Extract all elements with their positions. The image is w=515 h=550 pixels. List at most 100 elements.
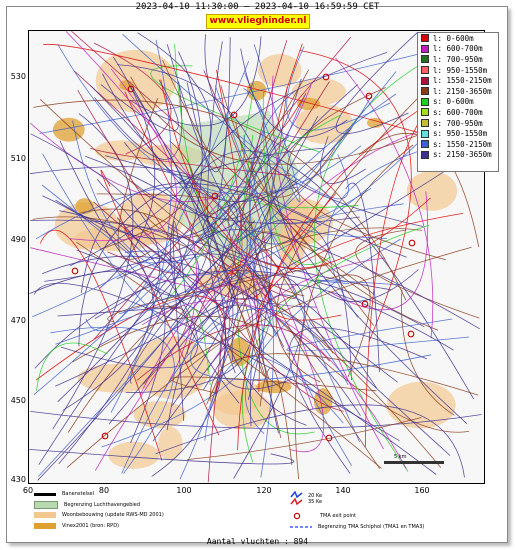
flight-track bbox=[244, 44, 301, 203]
flight-track bbox=[57, 78, 302, 402]
map-canvas bbox=[29, 31, 484, 483]
flight-track bbox=[345, 182, 380, 373]
legend-swatch bbox=[421, 76, 429, 85]
flight-track bbox=[44, 127, 352, 282]
flight-track bbox=[301, 203, 404, 239]
flight-track bbox=[231, 283, 454, 361]
flight-track bbox=[276, 281, 325, 453]
legend-swatch bbox=[421, 129, 429, 138]
flight-track bbox=[165, 83, 255, 302]
y-tick-490: 490 bbox=[10, 235, 26, 244]
flight-track bbox=[401, 289, 455, 416]
housing-area bbox=[406, 171, 458, 211]
housing-area bbox=[258, 54, 302, 88]
housing-area bbox=[118, 192, 184, 245]
flight-track bbox=[105, 155, 252, 188]
key-noise-35-label: 35 Ke bbox=[308, 499, 323, 505]
flight-track bbox=[100, 140, 194, 250]
flight-track bbox=[38, 71, 397, 477]
site-badge[interactable]: www.vlieghinder.nl bbox=[206, 14, 310, 29]
flight-track bbox=[30, 219, 200, 328]
flight-track bbox=[55, 150, 477, 387]
flight-track bbox=[287, 87, 446, 261]
tma-exit-point bbox=[230, 111, 238, 119]
flight-track bbox=[93, 36, 352, 340]
flight-track bbox=[262, 90, 332, 266]
flight-track bbox=[249, 93, 397, 283]
housing-area bbox=[95, 140, 147, 161]
flight-track bbox=[41, 184, 142, 265]
x-tick-140: 140 bbox=[335, 486, 351, 495]
flight-track bbox=[94, 250, 171, 319]
y-tick-450: 450 bbox=[10, 396, 26, 405]
legend-label: l: 1550-2150m bbox=[433, 76, 492, 86]
legend-item: l: 600-700m bbox=[418, 44, 498, 55]
legend-item: l: 2150-3650m bbox=[418, 86, 498, 97]
flight-track bbox=[52, 113, 134, 430]
legend-label: l: 600-700m bbox=[433, 44, 483, 54]
flight-track bbox=[77, 90, 344, 412]
flight-track-map[interactable] bbox=[28, 30, 485, 484]
flight-track bbox=[286, 46, 391, 131]
flight-track bbox=[266, 136, 468, 424]
flight-track bbox=[35, 186, 274, 478]
legend-item: l: 0-600m bbox=[418, 33, 498, 44]
flight-track bbox=[172, 221, 186, 421]
scale-bar-line bbox=[384, 461, 444, 464]
tma-exit-icon bbox=[293, 512, 301, 520]
flight-track bbox=[58, 51, 203, 465]
x-tick-80: 80 bbox=[98, 486, 110, 495]
flight-track bbox=[187, 417, 422, 460]
x-tick-60: 60 bbox=[22, 486, 34, 495]
legend-item: s: 1550-2150m bbox=[418, 139, 498, 150]
vinex-area bbox=[296, 97, 321, 110]
flight-track bbox=[259, 367, 293, 465]
flight-track bbox=[327, 139, 461, 318]
legend-label: s: 950-1550m bbox=[433, 129, 488, 139]
flight-track bbox=[163, 218, 352, 381]
flight-track bbox=[33, 88, 265, 396]
flight-track bbox=[244, 115, 359, 209]
flight-track bbox=[30, 85, 312, 202]
tma-exit-point bbox=[361, 300, 369, 308]
housing-area bbox=[108, 441, 160, 469]
key-runway-label: Banenstelsel bbox=[62, 491, 95, 497]
flight-track bbox=[71, 31, 330, 254]
legend-item: s: 0-600m bbox=[418, 97, 498, 108]
flight-track bbox=[219, 115, 319, 390]
flight-track bbox=[98, 274, 305, 479]
flight-track bbox=[222, 84, 358, 308]
flight-track bbox=[139, 284, 259, 396]
key-noise-20-label: 20 Ke bbox=[308, 493, 323, 499]
flight-track bbox=[241, 224, 430, 463]
flight-track bbox=[270, 94, 372, 225]
airport-swatch bbox=[34, 501, 58, 509]
legend-swatch bbox=[421, 119, 429, 128]
flight-track bbox=[80, 182, 322, 293]
flight-track bbox=[42, 153, 232, 344]
flight-track bbox=[187, 175, 234, 334]
flight-track bbox=[313, 45, 454, 472]
flight-track bbox=[57, 43, 362, 195]
flight-track bbox=[30, 247, 209, 294]
legend-swatch bbox=[421, 97, 429, 106]
flight-track bbox=[355, 229, 480, 319]
flight-track bbox=[30, 411, 482, 429]
legend-label: s: 1550-2150m bbox=[433, 139, 492, 149]
scale-bar: 5 km bbox=[384, 454, 448, 466]
legend-swatch bbox=[421, 150, 429, 159]
scale-bar-label: 5 km bbox=[394, 454, 407, 460]
key-housing: Woonbebouwing (update RWS-MD 2001) bbox=[34, 512, 164, 518]
key-airport-boundary-label: Begrenzing Luchthavengebied bbox=[64, 502, 141, 508]
legend-swatch bbox=[421, 34, 429, 43]
key-vinex-label: Vinex2001 (bron: RPD) bbox=[62, 523, 119, 529]
flight-track bbox=[256, 213, 464, 317]
flight-track bbox=[131, 180, 360, 224]
housing-area bbox=[386, 381, 456, 429]
flight-track bbox=[250, 294, 377, 427]
flight-track bbox=[227, 190, 375, 380]
flight-track bbox=[29, 166, 248, 406]
flight-track bbox=[94, 81, 183, 160]
legend-label: s: 700-950m bbox=[433, 118, 483, 128]
flight-track bbox=[59, 131, 227, 296]
